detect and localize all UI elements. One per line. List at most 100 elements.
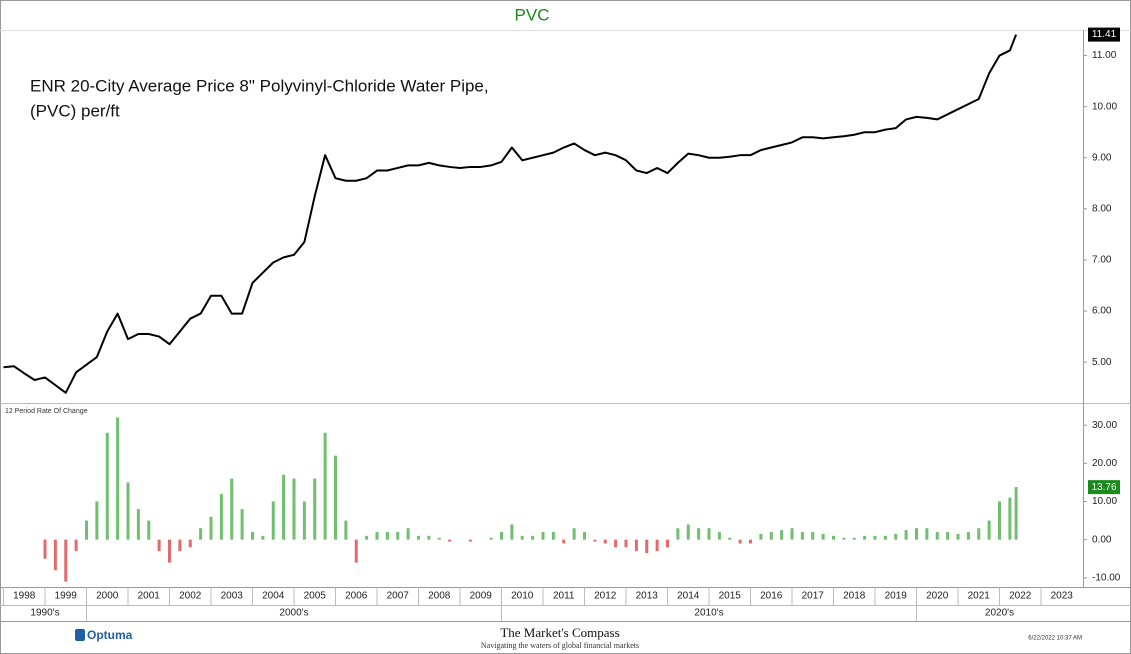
roc-bar [811, 532, 815, 540]
roc-bar [603, 539, 607, 544]
roc-bar [85, 520, 88, 540]
roc-bar [354, 539, 358, 563]
roc-bar [136, 509, 140, 540]
roc-bar [759, 533, 763, 540]
roc-bar [116, 417, 120, 540]
roc-bar [520, 535, 524, 540]
x-tick-label: 2010 [511, 591, 534, 602]
x-tick-label: 2019 [885, 591, 908, 602]
x-tick-label: 2007 [387, 591, 410, 602]
x-tick-label: 2011 [553, 591, 575, 602]
roc-bar [251, 532, 254, 540]
roc-bar [95, 501, 99, 540]
roc-bar [468, 539, 472, 542]
roc-bar [655, 539, 659, 552]
roc-bar [541, 532, 545, 540]
annotation: (PVC) per/ft [30, 101, 120, 120]
roc-bar [199, 528, 203, 540]
tagline: Navigating the waters of global financia… [481, 641, 639, 650]
x-tick-label: 2012 [594, 591, 617, 602]
roc-bar [437, 537, 441, 540]
roc-bar [780, 530, 784, 540]
roc-bar [531, 535, 535, 540]
x-tick-label: 1999 [55, 591, 78, 602]
roc-bar [230, 478, 234, 540]
roc-bar [219, 493, 223, 540]
roc-bar [188, 539, 192, 548]
roc-bar [686, 524, 690, 540]
x-tick-label: 2009 [470, 591, 493, 602]
roc-bar [105, 432, 109, 540]
last-value-label: 13.76 [1091, 482, 1116, 493]
roc-bar [956, 533, 960, 540]
roc-bar [863, 535, 867, 540]
roc-bar [800, 532, 804, 540]
roc-bar [946, 532, 950, 540]
roc-bar [790, 528, 794, 540]
roc-bar [987, 520, 991, 540]
roc-bar [53, 539, 57, 571]
y-tick-label: 10.00 [1092, 101, 1117, 112]
y-tick-label: 20.00 [1092, 458, 1117, 469]
x-tick-label: 2021 [968, 591, 991, 602]
chart-title: PVC [515, 5, 550, 24]
x-tick-label: 2003 [221, 591, 244, 602]
roc-bar [448, 539, 452, 542]
x-tick-label: 2018 [843, 591, 866, 602]
x-tick-label: 2020 [926, 591, 949, 602]
roc-bar [178, 539, 182, 552]
roc-bar [271, 501, 275, 540]
roc-bar [489, 537, 493, 540]
roc-bar [168, 539, 171, 563]
decade-label: 2020's [985, 608, 1014, 619]
roc-bar [583, 532, 586, 540]
decade-label: 1990's [30, 608, 59, 619]
roc-bar [894, 533, 898, 540]
y-tick-label: 9.00 [1092, 152, 1112, 163]
y-tick-label: 0.00 [1092, 534, 1112, 545]
roc-bar [500, 532, 503, 540]
brand: Optuma [87, 628, 133, 642]
roc-bar [676, 528, 680, 540]
roc-bar [344, 520, 348, 540]
roc-bar [427, 535, 431, 540]
roc-bar [749, 539, 752, 544]
x-tick-label: 2017 [802, 591, 825, 602]
roc-bar [562, 539, 566, 544]
roc-bar [998, 501, 1001, 540]
roc-bar [935, 532, 939, 540]
x-tick-label: 2023 [1051, 591, 1074, 602]
roc-bar [873, 535, 877, 540]
x-tick-label: 1998 [13, 591, 36, 602]
roc-bar [334, 455, 337, 540]
decade-label: 2000's [279, 608, 308, 619]
roc-bar [385, 532, 389, 540]
roc-bar [261, 535, 265, 540]
x-tick-label: 2016 [760, 591, 783, 602]
y-tick-label: 30.00 [1092, 420, 1117, 431]
x-tick-label: 2002 [179, 591, 202, 602]
roc-bar [645, 539, 649, 554]
roc-bar [282, 474, 286, 540]
roc-bar [157, 539, 161, 552]
roc-bar [634, 539, 638, 552]
x-tick-label: 2013 [636, 591, 659, 602]
roc-bar [126, 482, 130, 540]
roc-bar [74, 539, 78, 552]
roc-bar [769, 532, 773, 540]
roc-bar [852, 537, 856, 540]
roc-bar [1008, 497, 1012, 540]
y-tick-label: 11.00 [1092, 50, 1117, 61]
timestamp: 6/22/2022 10:37 AM [1028, 636, 1082, 642]
price-line [3, 34, 1018, 394]
x-tick-label: 2014 [677, 591, 700, 602]
last-value-tag [1088, 480, 1120, 495]
publisher: The Market's Compass [500, 625, 619, 640]
roc-bar [551, 532, 555, 540]
roc-bar [883, 535, 887, 540]
roc-bar [593, 539, 597, 542]
roc-bar [707, 528, 711, 540]
roc-bar [624, 539, 628, 548]
